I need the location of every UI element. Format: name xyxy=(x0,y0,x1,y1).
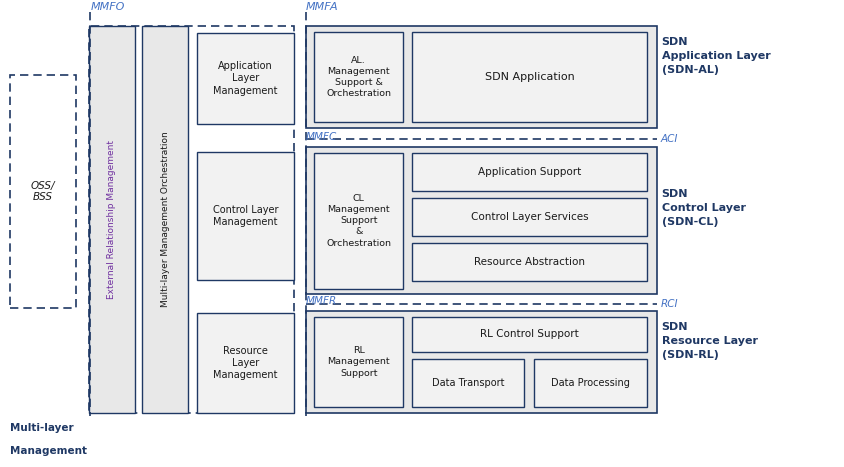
Text: (SDN-AL): (SDN-AL) xyxy=(661,65,717,75)
FancyBboxPatch shape xyxy=(412,198,647,236)
Text: SDN: SDN xyxy=(661,322,687,332)
FancyBboxPatch shape xyxy=(306,26,656,128)
FancyBboxPatch shape xyxy=(306,147,656,294)
Text: RL
Management
Support: RL Management Support xyxy=(327,347,390,377)
Text: Application Support: Application Support xyxy=(478,167,581,177)
Text: Resource Abstraction: Resource Abstraction xyxy=(473,257,585,267)
Text: SDN Application: SDN Application xyxy=(484,72,574,82)
Text: Data Transport: Data Transport xyxy=(431,378,504,388)
FancyBboxPatch shape xyxy=(197,152,294,280)
Text: Resource
Layer
Management: Resource Layer Management xyxy=(213,346,278,381)
FancyBboxPatch shape xyxy=(314,153,403,289)
FancyBboxPatch shape xyxy=(306,311,656,413)
Text: MMFA: MMFA xyxy=(306,2,338,12)
Text: (SDN-RL): (SDN-RL) xyxy=(661,350,717,360)
Text: Multi-layer: Multi-layer xyxy=(10,423,73,432)
Text: Application Layer: Application Layer xyxy=(661,51,770,61)
FancyBboxPatch shape xyxy=(142,26,188,413)
FancyBboxPatch shape xyxy=(412,32,647,122)
FancyBboxPatch shape xyxy=(10,75,76,308)
FancyBboxPatch shape xyxy=(314,317,403,407)
Text: SDN: SDN xyxy=(661,37,687,47)
FancyBboxPatch shape xyxy=(89,26,135,413)
Text: Data Processing: Data Processing xyxy=(550,378,630,388)
Text: ACI: ACI xyxy=(660,134,678,144)
Text: CL
Management
Support
&
Orchestration: CL Management Support & Orchestration xyxy=(326,194,391,248)
Text: RCI: RCI xyxy=(660,298,678,309)
Text: Application
Layer
Management: Application Layer Management xyxy=(213,61,278,96)
Text: SDN: SDN xyxy=(661,189,687,199)
FancyBboxPatch shape xyxy=(197,33,294,124)
FancyBboxPatch shape xyxy=(197,313,294,413)
Text: AL.
Management
Support &
Orchestration: AL. Management Support & Orchestration xyxy=(326,56,391,98)
Text: Multi-layer Management Orchestration: Multi-layer Management Orchestration xyxy=(160,132,170,307)
Text: External Relationship Management: External Relationship Management xyxy=(107,140,116,299)
Text: (SDN-CL): (SDN-CL) xyxy=(661,217,717,227)
FancyBboxPatch shape xyxy=(412,153,647,191)
FancyBboxPatch shape xyxy=(533,359,647,407)
FancyBboxPatch shape xyxy=(412,359,523,407)
Text: Control Layer
Management: Control Layer Management xyxy=(213,205,278,227)
Text: RL Control Support: RL Control Support xyxy=(480,329,578,340)
Text: Resource Layer: Resource Layer xyxy=(661,336,757,346)
Text: Control Layer Services: Control Layer Services xyxy=(470,212,588,222)
FancyBboxPatch shape xyxy=(412,317,647,352)
Text: OSS/
BSS: OSS/ BSS xyxy=(31,181,55,202)
Text: MMFO: MMFO xyxy=(90,2,125,12)
FancyBboxPatch shape xyxy=(412,243,647,281)
FancyBboxPatch shape xyxy=(314,32,403,122)
Text: Control Layer: Control Layer xyxy=(661,203,744,213)
Text: MMFR: MMFR xyxy=(306,296,337,306)
Text: Management: Management xyxy=(10,446,87,456)
Text: MMFC: MMFC xyxy=(306,133,337,142)
